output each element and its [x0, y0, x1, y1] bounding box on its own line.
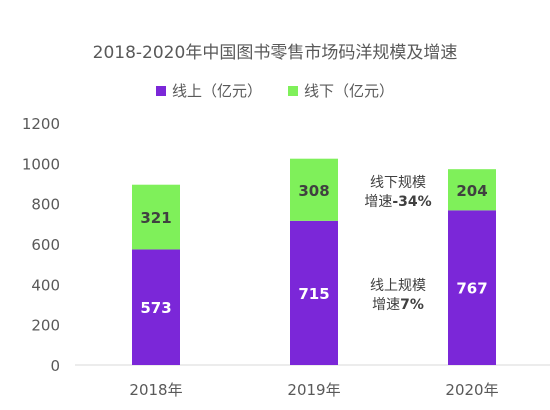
y-tick-label: 200 — [31, 317, 60, 335]
annotation-offline-line2: 增速-34% — [348, 193, 448, 212]
bar-online — [448, 210, 496, 365]
bar-online — [132, 249, 180, 365]
annotation-offline-value: -34% — [392, 194, 432, 210]
x-tick-label: 2020年 — [445, 381, 498, 399]
data-label-offline: 321 — [140, 209, 171, 227]
data-label-online: 715 — [298, 285, 329, 303]
data-label-offline: 204 — [456, 182, 487, 200]
annotation-offline-growth: 线下规模 增速-34% — [348, 174, 448, 212]
y-tick-label: 400 — [31, 276, 60, 294]
annotation-offline-prefix: 增速 — [364, 194, 393, 210]
y-tick-label: 600 — [31, 236, 60, 254]
data-label-online: 573 — [140, 299, 171, 317]
annotation-online-growth: 线上规模 增速7% — [348, 277, 448, 315]
legend-label-offline: 线下（亿元） — [304, 82, 395, 100]
annotation-online-line1: 线上规模 — [370, 278, 426, 294]
bar-offline — [290, 158, 338, 221]
y-tick-label: 0 — [50, 357, 60, 375]
legend-swatch-online — [155, 85, 166, 96]
annotation-offline-line1: 线下规模 — [370, 175, 426, 191]
legend-swatch-offline — [288, 85, 298, 96]
bar-offline — [132, 184, 180, 250]
y-tick-label: 1000 — [22, 155, 60, 173]
data-label-offline: 308 — [298, 182, 329, 200]
legend-item-offline: 线下（亿元） — [288, 80, 394, 101]
legend: 线上（亿元） 线下（亿元） — [0, 80, 550, 101]
annotation-online-value: 7% — [400, 297, 424, 313]
y-tick-label: 800 — [31, 196, 60, 214]
x-tick-label: 2018年 — [129, 381, 182, 399]
bar-online — [290, 220, 338, 365]
legend-label-online: 线上（亿元） — [171, 82, 262, 100]
x-tick-label: 2019年 — [287, 381, 340, 399]
legend-item-online: 线上（亿元） — [155, 80, 262, 101]
annotation-online-prefix: 增速 — [372, 297, 401, 313]
y-tick-label: 1200 — [22, 115, 60, 133]
data-label-online: 767 — [456, 280, 487, 298]
chart-title: 2018-2020年中国图书零售市场码洋规模及增速 — [92, 43, 458, 63]
bar-offline — [448, 169, 496, 211]
annotation-online-line2: 增速7% — [348, 296, 448, 315]
